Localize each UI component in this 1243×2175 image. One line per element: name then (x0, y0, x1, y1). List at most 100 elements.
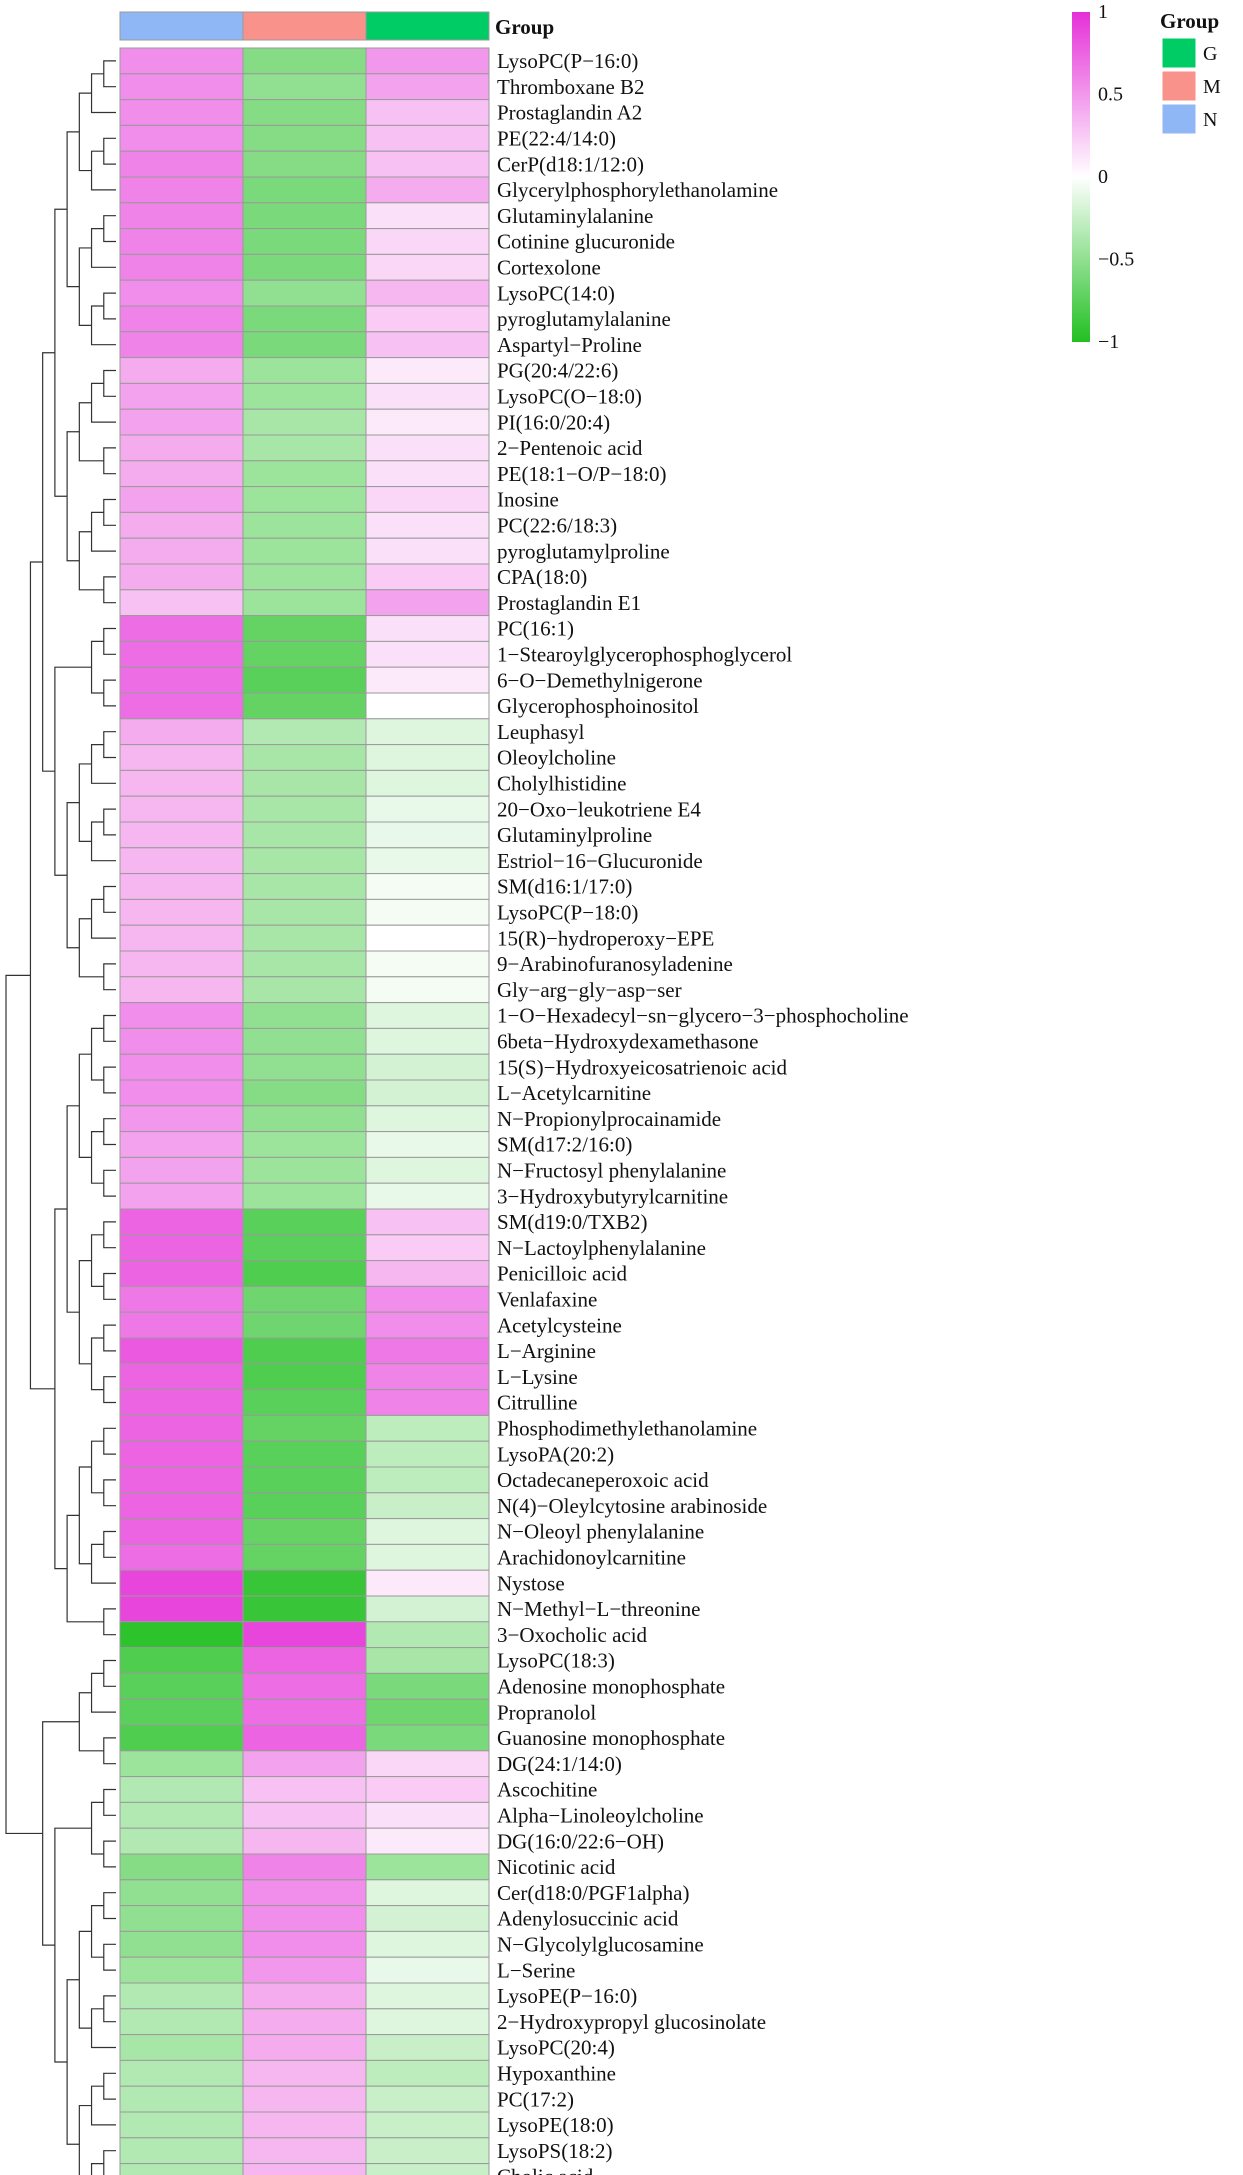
heatmap-cell (365, 2034, 490, 2061)
row-label: N−Oleoyl phenylalanine (497, 1520, 704, 1544)
heatmap-cell (242, 2085, 367, 2113)
dendrogram-branch (90, 150, 116, 191)
heatmap-cell (242, 589, 367, 617)
heatmap-cell (119, 1930, 244, 1958)
row-label: Glycerylphosphorylethanolamine (497, 178, 778, 202)
heatmap-cell (365, 150, 490, 178)
row-label: 1−O−Hexadecyl−sn−glycero−3−phosphocholin… (497, 1004, 909, 1028)
row-label: Hypoxanthine (497, 2062, 616, 2086)
heatmap-cell (365, 1879, 490, 1907)
heatmap-cell (119, 73, 244, 101)
heatmap-cell (119, 1672, 244, 1700)
heatmap-cell (119, 511, 244, 539)
heatmap-cell (242, 1672, 367, 1700)
heatmap-cell (242, 176, 367, 204)
row-label: 1−Stearoylglycerophosphoglycerol (497, 643, 792, 667)
heatmap-cell (119, 1879, 244, 1907)
color-scale-ticks: 1 0.5 0 −0.5 −1 (1098, 1, 1134, 353)
heatmap-cell (119, 1698, 244, 1726)
heatmap-cell (365, 2085, 490, 2113)
dendrogram-branch (90, 1801, 104, 1855)
heatmap-cell (242, 1518, 367, 1545)
heatmap-cell (242, 1234, 367, 1262)
dendrogram-branch (103, 963, 116, 991)
dendrogram-branch (90, 1131, 104, 1184)
heatmap-cell (365, 950, 490, 978)
row-label: Inosine (497, 488, 559, 512)
row-label: 3−Oxocholic acid (497, 1623, 648, 1647)
row-label: Arachidonoylcarnitine (497, 1546, 686, 1570)
dendrogram-branch (103, 1479, 116, 1507)
dendrogram-branch (54, 666, 92, 876)
heatmap-cell (242, 2137, 367, 2165)
row-label: 6beta−Hydroxydexamethasone (497, 1030, 758, 1054)
heatmap-cell (365, 253, 490, 281)
row-label: Gly−arg−gly−asp−ser (497, 978, 682, 1002)
dendrogram-branch (103, 1066, 116, 1094)
row-label: Nystose (497, 1571, 565, 1595)
heatmap-cell (119, 331, 244, 359)
row-label: 3−Hydroxybutyrylcarnitine (497, 1184, 728, 1208)
heatmap-cell (242, 1131, 367, 1158)
heatmap-cell (119, 124, 244, 152)
row-label: Glutaminylproline (497, 823, 652, 847)
heatmap-cell (119, 1389, 244, 1416)
dendrogram-branch (78, 1466, 92, 1565)
heatmap-cell (242, 1466, 367, 1494)
row-label: Aspartyl−Proline (497, 333, 642, 357)
dendrogram-branch (54, 1827, 92, 2063)
heatmap-cell (365, 847, 490, 875)
heatmap-cell (242, 47, 367, 75)
heatmap-cell (365, 1182, 490, 1210)
row-label: Glutaminylalanine (497, 204, 653, 228)
heatmap-cell (365, 1337, 490, 1365)
dendrogram-branch (103, 60, 116, 88)
row-label: L−Serine (497, 1958, 575, 1982)
row-label: Adenosine monophosphate (497, 1675, 725, 1699)
row-label: N−Glycolylglucosamine (497, 1933, 704, 1957)
heatmap-cell (242, 1905, 367, 1932)
heatmap-cell (365, 615, 490, 642)
row-label: L−Acetylcarnitine (497, 1081, 651, 1105)
dendrogram-branch (103, 369, 116, 397)
heatmap-cell (119, 305, 244, 333)
dendrogram-branch (103, 1221, 116, 1249)
heatmap-cell (242, 253, 367, 281)
dendrogram-branch (90, 898, 116, 939)
heatmap-cell (119, 1853, 244, 1881)
heatmap-cell (242, 1982, 367, 2010)
group-legend-label: N (1203, 109, 1217, 131)
heatmap-cell (242, 150, 367, 178)
heatmap-cell (365, 1982, 490, 2010)
heatmap-cell (242, 1750, 367, 1778)
row-label: Adenylosuccinic acid (497, 1907, 679, 1931)
heatmap-cell (119, 615, 244, 642)
heatmap-cell (365, 228, 490, 255)
dendrogram-branch (78, 763, 92, 842)
row-label: PC(16:1) (497, 617, 574, 641)
heatmap-cell (119, 1337, 244, 1365)
heatmap-cell (242, 1827, 367, 1855)
heatmap-cell (242, 357, 367, 384)
row-label: Phosphodimethylethanolamine (497, 1417, 757, 1441)
heatmap-cell (242, 1801, 367, 1829)
heatmap-cell (119, 1647, 244, 1674)
dendrogram-branch (78, 247, 92, 326)
dendrogram-branch (103, 1427, 116, 1455)
heatmap-cell (365, 898, 490, 926)
dendrogram-branch (90, 1905, 104, 1958)
color-scale-legend: 1 0.5 0 −0.5 −1 (1072, 1, 1134, 353)
heatmap-cell (119, 434, 244, 462)
heatmap-cell (119, 408, 244, 436)
dendrogram-branch (90, 73, 116, 114)
heatmap-cell (365, 976, 490, 1004)
heatmap-cell (365, 692, 490, 720)
heatmap-cell (365, 1801, 490, 1829)
heatmap-cell (242, 279, 367, 307)
heatmap-cell (119, 1776, 244, 1803)
heatmap-cell (365, 1569, 490, 1597)
heatmap-cell (365, 537, 490, 565)
heatmap-cell (242, 1285, 367, 1313)
dendrogram-branch (90, 2008, 116, 2049)
dendrogram-branch (90, 1027, 104, 1081)
